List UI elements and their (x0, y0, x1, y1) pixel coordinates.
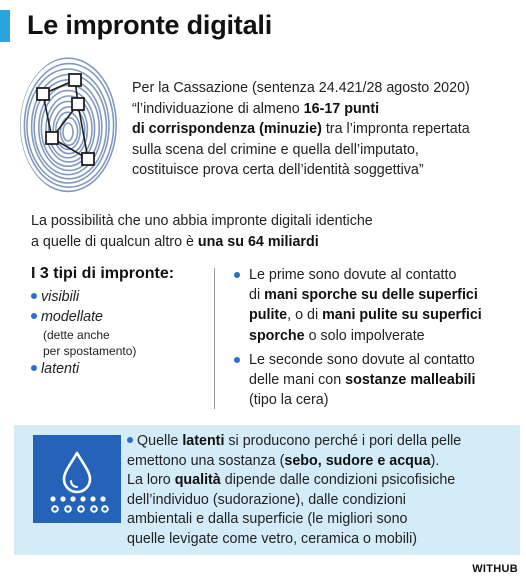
type-note-line-1: (dette anche (43, 328, 110, 342)
type-label: modellate (41, 309, 103, 325)
fingerprint-ridge (47, 100, 89, 159)
quote-minutiae-highlight: di corrispondenza (minuzie) (132, 121, 322, 137)
bullet-dot (234, 272, 240, 278)
fingerprint-icon (18, 52, 123, 197)
quote-line-5: costituisce prova certa dell’identità so… (132, 162, 424, 178)
fingerprint-ridge (52, 105, 86, 155)
type-label: latenti (41, 361, 80, 377)
sweat-drop-icon (33, 435, 121, 523)
fingerprint-ridge (33, 78, 103, 176)
cause-2-line-3: (tipo la cera) (249, 392, 329, 409)
latent-line-1: Quelle (137, 433, 183, 449)
cause-1-highlight-d: sporche (249, 327, 305, 344)
cause-1-line-2: di (249, 287, 265, 304)
bullet-dot (31, 293, 37, 300)
latent-line-2: emettono una sostanza ( (127, 452, 285, 469)
quality-highlight: qualità (174, 472, 221, 489)
type-item-visibili: visibili (31, 287, 211, 307)
column-divider (214, 268, 215, 409)
cause-2-highlight: sostanze malleabili (345, 372, 476, 389)
cause-1-line-4: o solo impolverate (304, 327, 425, 344)
fingerprint-ridge (59, 116, 79, 146)
types-heading: I 3 tipi di impronte: (31, 265, 175, 282)
fingerprint-ridge (26, 68, 110, 184)
cause-1-highlight-a: mani sporche su delle superfici (264, 287, 478, 304)
latent-line-2b: ). (430, 452, 440, 469)
probability-statement: La possibilità che uno abbia impronte di… (31, 211, 511, 252)
fingerprint-ridge (23, 62, 115, 189)
fingerprint-ridge (20, 57, 118, 193)
quote-line-1: Per la Cassazione (sentenza 24.421/28 ag… (132, 80, 470, 96)
fingerprint-ridge (45, 95, 93, 163)
latent-line-5: ambientali e dalla superficie (le miglio… (127, 511, 408, 528)
cause-2-line-2: delle mani con (249, 372, 346, 389)
fingerprint-ridge (54, 111, 81, 151)
type-item-latenti: latenti (31, 359, 211, 379)
latent-info-box: Quelle latenti si producono perché i por… (14, 425, 520, 555)
source-credit: WITHUB (472, 563, 518, 575)
bullet-dot (127, 437, 133, 444)
latent-highlight: latenti (182, 433, 225, 449)
cause-1-line-3: , o di (287, 307, 323, 324)
causes-list: Le prime sono dovute al contatto di mani… (234, 265, 519, 414)
page-title: Le impronte digitali (27, 10, 273, 40)
fingerprint-ridge (62, 122, 74, 142)
bullet-dot (31, 365, 37, 372)
quote-points-highlight: 16-17 punti (303, 100, 380, 117)
substances-highlight: sebo, sudore e acqua (284, 452, 431, 469)
cause-item-second: Le seconde sono dovute al contatto delle… (234, 350, 519, 411)
bullet-dot (31, 313, 37, 320)
latent-line-6: quelle levigate come vetro, ceramica o m… (127, 530, 418, 547)
latent-explanation: Quelle latenti si producono perché i por… (127, 432, 517, 550)
fingerprint-ridge (40, 89, 96, 168)
latent-line-1b: si producono perché i pori della pelle (224, 433, 462, 449)
latent-line-3: La loro (127, 472, 175, 489)
quote-line-2: “l’individuazione di almeno (132, 100, 304, 117)
cause-2-line-1: Le seconde sono dovute al contatto (249, 351, 475, 368)
cause-item-first: Le prime sono dovute al contatto di mani… (234, 265, 519, 346)
quote-line-4: sulla scena del crimine e quella dell’im… (132, 141, 419, 158)
cause-1-highlight-c: mani pulite su superfici (322, 307, 482, 324)
quote-line-3: tra l’impronta repertata (321, 121, 470, 137)
probability-line-1: La possibilità che uno abbia impronte di… (31, 213, 373, 229)
cause-1-line-1: Le prime sono dovute al contatto (249, 267, 457, 283)
type-label: visibili (41, 289, 80, 305)
cause-1-highlight-b: pulite (249, 307, 288, 324)
type-item-modellate: modellate (31, 307, 211, 327)
latent-line-3b: dipende dalle condizioni psicofisiche (220, 472, 456, 489)
title-accent-bar (0, 10, 10, 42)
fingerprint-types-list: I 3 tipi di impronte: visibili modellate… (31, 264, 211, 379)
type-note-line-2: per spostamento) (43, 344, 137, 358)
probability-highlight: una su 64 miliardi (197, 233, 319, 250)
latent-line-4: dell’individuo (sudorazione), dalle cond… (127, 491, 406, 508)
cassazione-quote: Per la Cassazione (sentenza 24.421/28 ag… (132, 78, 522, 181)
probability-line-2: a quelle di qualcun altro è (31, 233, 198, 250)
bullet-dot (234, 356, 240, 363)
